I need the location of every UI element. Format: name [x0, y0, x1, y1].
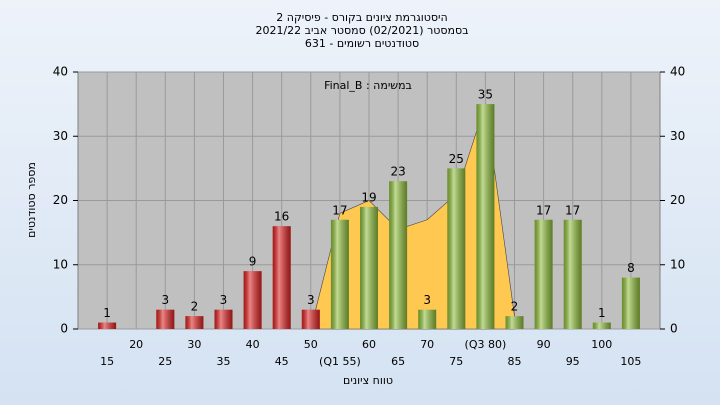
y2-tick-label: 20: [670, 193, 685, 207]
x-tick-label: (Q1 55): [319, 355, 361, 368]
value-label: 35: [478, 88, 493, 102]
x-tick-label: 75: [449, 355, 463, 368]
x-tick-label: 95: [566, 355, 580, 368]
value-label: 3: [220, 293, 228, 307]
value-label: 17: [332, 203, 347, 217]
value-label: 3: [423, 293, 431, 307]
bar-shade: [447, 168, 466, 329]
x-tick-label: 45: [275, 355, 289, 368]
x-axis-label: טווח ציונים: [343, 374, 393, 387]
x-tick-label: 70: [420, 338, 434, 351]
bar-shade: [185, 316, 204, 329]
value-label: 8: [627, 261, 635, 275]
x-tick-label: (Q3 80): [465, 338, 507, 351]
value-label: 9: [249, 255, 257, 269]
value-label: 3: [307, 293, 315, 307]
bar-shade: [476, 104, 495, 329]
y-tick-label: 0: [60, 322, 68, 336]
x-tick-label: 90: [537, 338, 551, 351]
value-label: 3: [161, 293, 169, 307]
y2-tick-label: 40: [670, 65, 685, 79]
bar-shade: [389, 181, 408, 329]
y-tick-label: 30: [53, 129, 68, 143]
bar-shade: [243, 271, 262, 329]
x-tick-label: 30: [187, 338, 201, 351]
x-tick-label: 20: [129, 338, 143, 351]
value-label: 1: [598, 306, 606, 320]
value-label: 19: [361, 190, 376, 204]
bar-shade: [418, 309, 437, 329]
value-label: 1: [103, 306, 111, 320]
value-label: 23: [390, 165, 405, 179]
x-tick-label: 40: [246, 338, 260, 351]
y-axis-label: מספר סטודנטים: [25, 162, 38, 238]
x-tick-label: 65: [391, 355, 405, 368]
y-tick-label: 20: [53, 193, 68, 207]
value-label: 16: [274, 210, 289, 224]
bar-shade: [98, 322, 117, 329]
x-tick-label: 15: [100, 355, 114, 368]
bar-shade: [534, 219, 553, 329]
annotation: במשימה : Final_B: [324, 79, 412, 92]
bar-shade: [621, 277, 640, 329]
bar-shade: [301, 309, 320, 329]
bar-shade: [563, 219, 582, 329]
y2-tick-label: 0: [670, 322, 678, 336]
bar-shade: [156, 309, 175, 329]
y-tick-label: 40: [53, 65, 68, 79]
x-tick-label: 85: [508, 355, 522, 368]
value-label: 2: [511, 300, 519, 314]
x-tick-label: 60: [362, 338, 376, 351]
chart-subtitle: סטודנטים רשומים - 631: [305, 37, 419, 50]
x-tick-label: 35: [217, 355, 231, 368]
chart-title: היסטוגרמת ציונים בקורס - פיסיקה 2: [276, 11, 447, 24]
value-label: 25: [449, 152, 464, 166]
bar-shade: [214, 309, 233, 329]
bar-shade: [330, 219, 349, 329]
value-label: 2: [191, 300, 199, 314]
x-tick-label: 25: [158, 355, 172, 368]
bar-shade: [272, 226, 291, 329]
y2-tick-label: 10: [670, 257, 685, 271]
y2-tick-label: 30: [670, 129, 685, 143]
x-tick-label: 105: [620, 355, 641, 368]
x-tick-label: 50: [304, 338, 318, 351]
y-tick-label: 10: [53, 257, 68, 271]
bar-shade: [360, 206, 378, 329]
chart-subtitle: בסמסטר (02/2021) סמסטר אביב 2021/22: [255, 24, 468, 37]
value-label: 17: [536, 203, 551, 217]
value-label: 17: [565, 203, 580, 217]
bar-shade: [592, 322, 611, 329]
x-tick-label: 100: [591, 338, 612, 351]
bar-shade: [505, 316, 524, 329]
